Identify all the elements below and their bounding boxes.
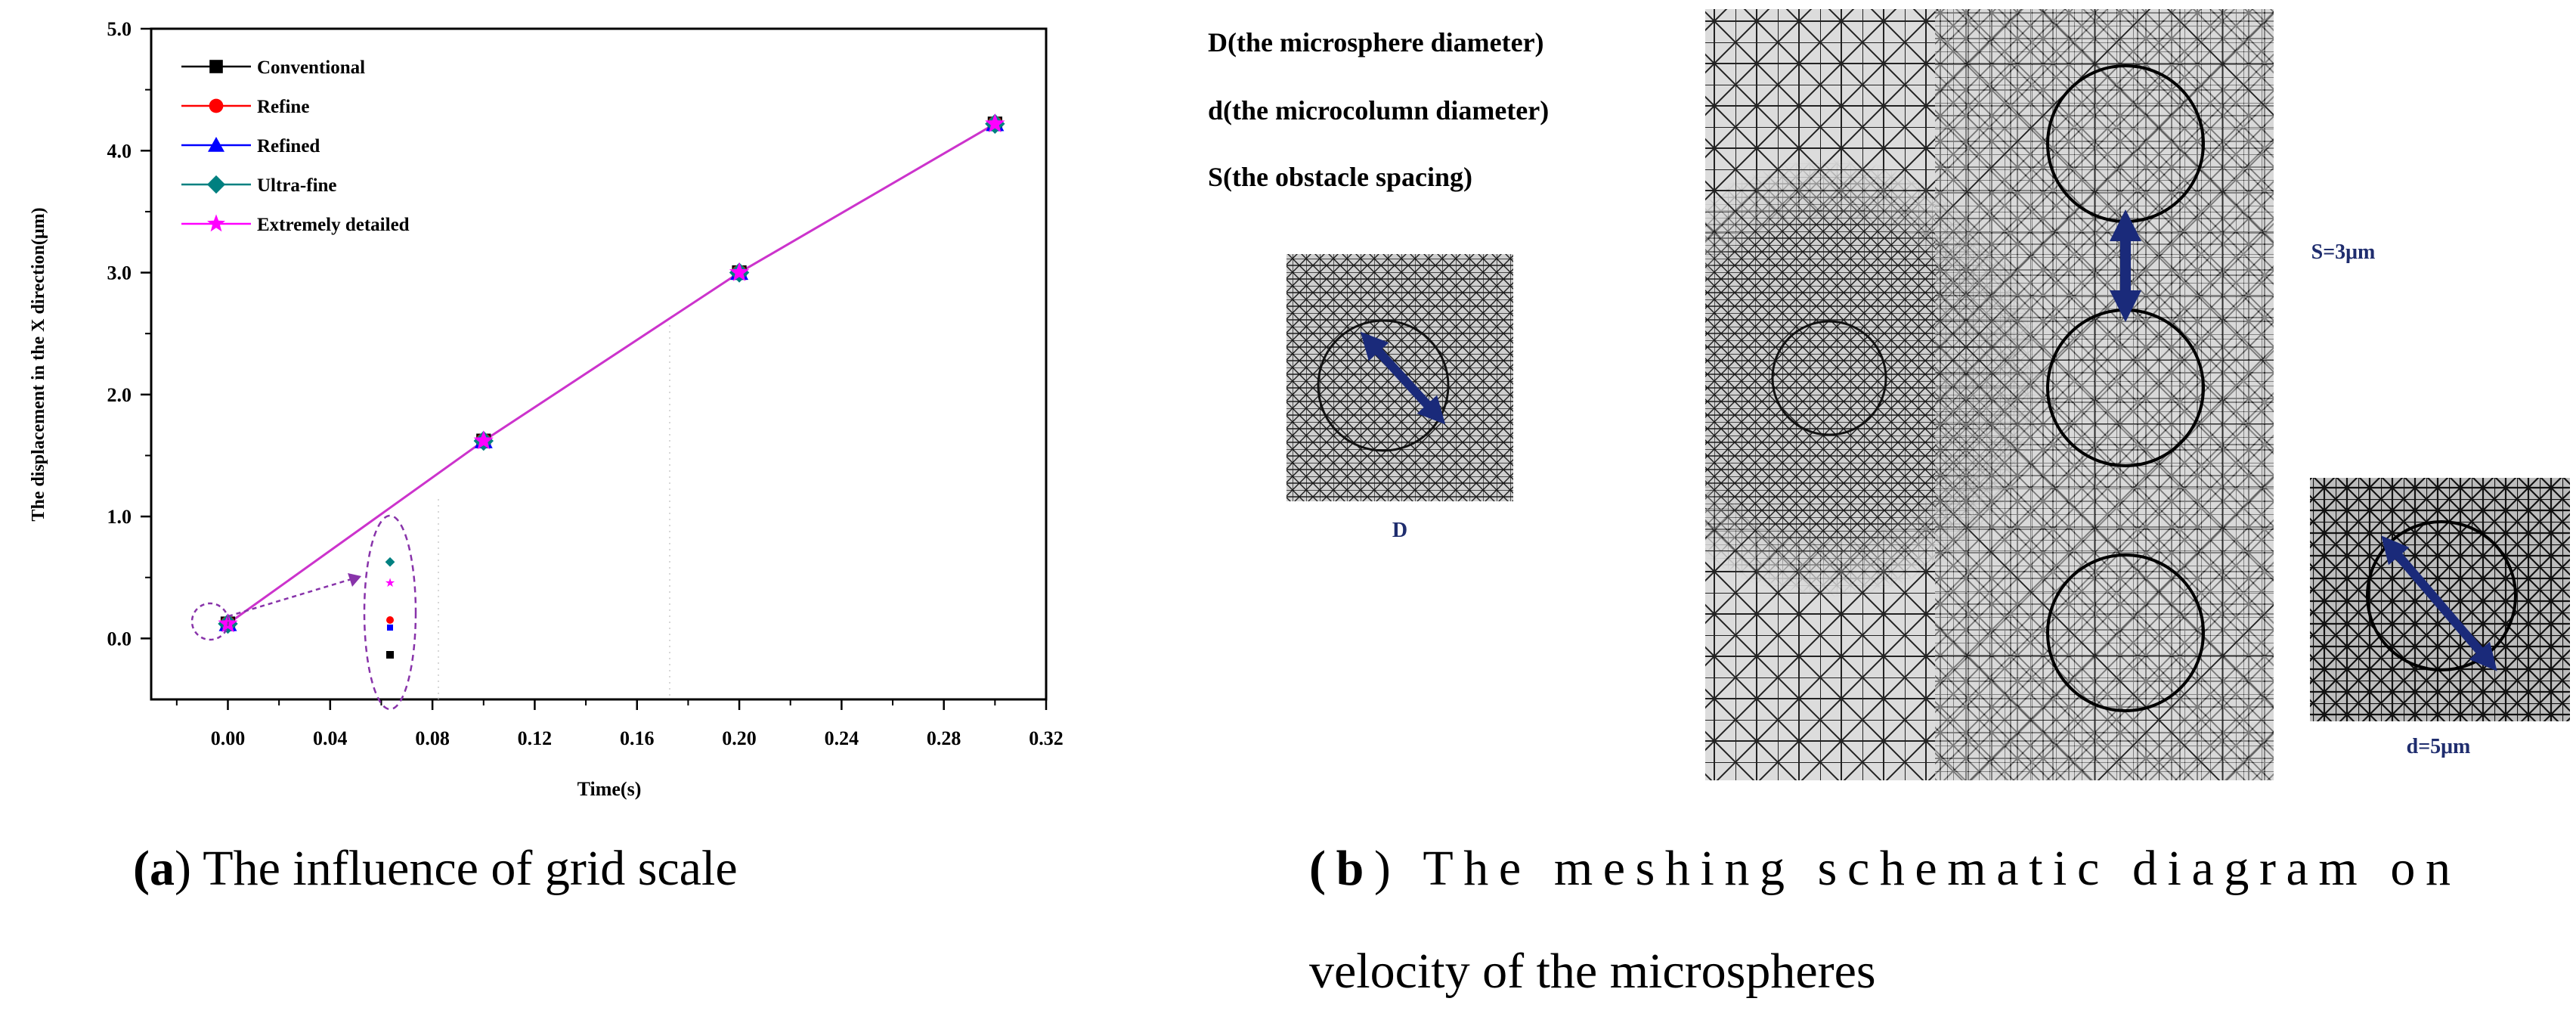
zoom-annotation: ★ xyxy=(190,514,417,711)
series-line-conventional xyxy=(227,122,995,625)
diameter-arrow-D xyxy=(1360,331,1446,425)
inset-marker-conventional xyxy=(386,651,394,659)
diameter-arrow-d xyxy=(2381,535,2497,671)
x-tick-label: 0.20 xyxy=(722,727,757,749)
inset-marker-refine xyxy=(386,616,394,624)
x-tick-label: 0.28 xyxy=(927,727,961,749)
zoom-arrow-line xyxy=(228,575,362,618)
plot-frame xyxy=(150,27,1048,701)
caption-a: (a) The influence of grid scale xyxy=(133,841,738,896)
legend-label: Refined xyxy=(257,136,320,157)
x-axis: 0.00 0.04 0.08 0.12 0.16 0.20 0.24 0.28 0.32 xyxy=(175,699,1064,749)
x-tick-label: 0.24 xyxy=(825,727,859,749)
x-tick-label: 0.16 xyxy=(620,727,655,749)
legend-label: Extremely detailed xyxy=(257,215,410,235)
series-line-refined xyxy=(227,122,995,625)
microsphere-mesh xyxy=(1286,254,1513,501)
series-line-ultra-fine xyxy=(227,122,995,625)
data-point-extremely-detailed xyxy=(729,262,750,281)
zoom-source-circle xyxy=(190,602,230,641)
label-D: D xyxy=(1392,519,1407,542)
legend-line-d: d(the microcolumn diameter) xyxy=(1208,95,1549,126)
caption-b-line1: (b) The meshing schematic diagram on xyxy=(1309,841,2451,896)
inset-marker-extremely-detailed: ★ xyxy=(385,577,395,590)
legend-label: Ultra-fine xyxy=(257,175,337,196)
chart-panel-a: 0.00 0.04 0.08 0.12 0.16 0.20 0.24 0.28 0.32 0.0… xyxy=(29,18,1064,800)
legend-line-S: S(the obstacle spacing) xyxy=(1208,162,1472,192)
y-tick-label: 0.0 xyxy=(107,628,132,650)
mesh-panel-b: D(the microsphere diameter) d(the microc… xyxy=(1208,9,2570,780)
y-tick-label: 1.0 xyxy=(107,506,132,528)
y-tick-label: 4.0 xyxy=(107,140,132,162)
inset-marker-refined xyxy=(387,625,393,631)
y-axis-label: The displacement in the X direction(μm) xyxy=(29,207,48,521)
data-point-extremely-detailed xyxy=(985,113,1005,132)
x-axis-label: Time(s) xyxy=(577,778,642,800)
legend-label: Refine xyxy=(257,97,309,117)
legend-marker xyxy=(209,98,224,113)
series-line-refine xyxy=(227,122,995,625)
y-tick-label: 3.0 xyxy=(107,262,132,284)
y-tick-label: 5.0 xyxy=(107,18,132,40)
legend-marker xyxy=(206,175,226,194)
x-tick-label: 0.04 xyxy=(313,727,348,749)
legend-label: Conventional xyxy=(257,57,365,78)
microcolumn-bottom xyxy=(2046,553,2205,712)
data-point-extremely-detailed xyxy=(473,430,494,450)
x-tick-label: 0.32 xyxy=(1029,727,1064,749)
series-line-extremely-detailed xyxy=(227,122,996,625)
x-tick-label: 0.12 xyxy=(518,727,553,749)
x-tick-label: 0.08 xyxy=(415,727,450,749)
zoom-arrow-head xyxy=(348,573,361,587)
legend: Conventional Refine Refined Ultra-fine Extre… xyxy=(181,57,410,235)
label-S: S=3μm xyxy=(2311,240,2376,264)
legend-line-D: D(the microsphere diameter) xyxy=(1208,27,1544,57)
series-lines xyxy=(227,122,996,625)
y-tick-label: 2.0 xyxy=(107,384,132,406)
microcolumn-mesh xyxy=(2310,478,2570,721)
caption-b-line2: velocity of the microspheres xyxy=(1309,944,1876,999)
main-mesh xyxy=(1705,9,2274,780)
legend-marker xyxy=(207,214,225,232)
zoom-inset-ellipse xyxy=(363,514,417,711)
inset-marker-ultra-fine xyxy=(385,557,395,567)
y-axis: 0.0 1.0 2.0 3.0 4.0 5.0 xyxy=(107,18,151,650)
label-d: d=5μm xyxy=(2407,735,2471,758)
legend-marker xyxy=(208,137,224,152)
legend-marker xyxy=(209,60,223,73)
x-tick-label: 0.00 xyxy=(211,727,246,749)
